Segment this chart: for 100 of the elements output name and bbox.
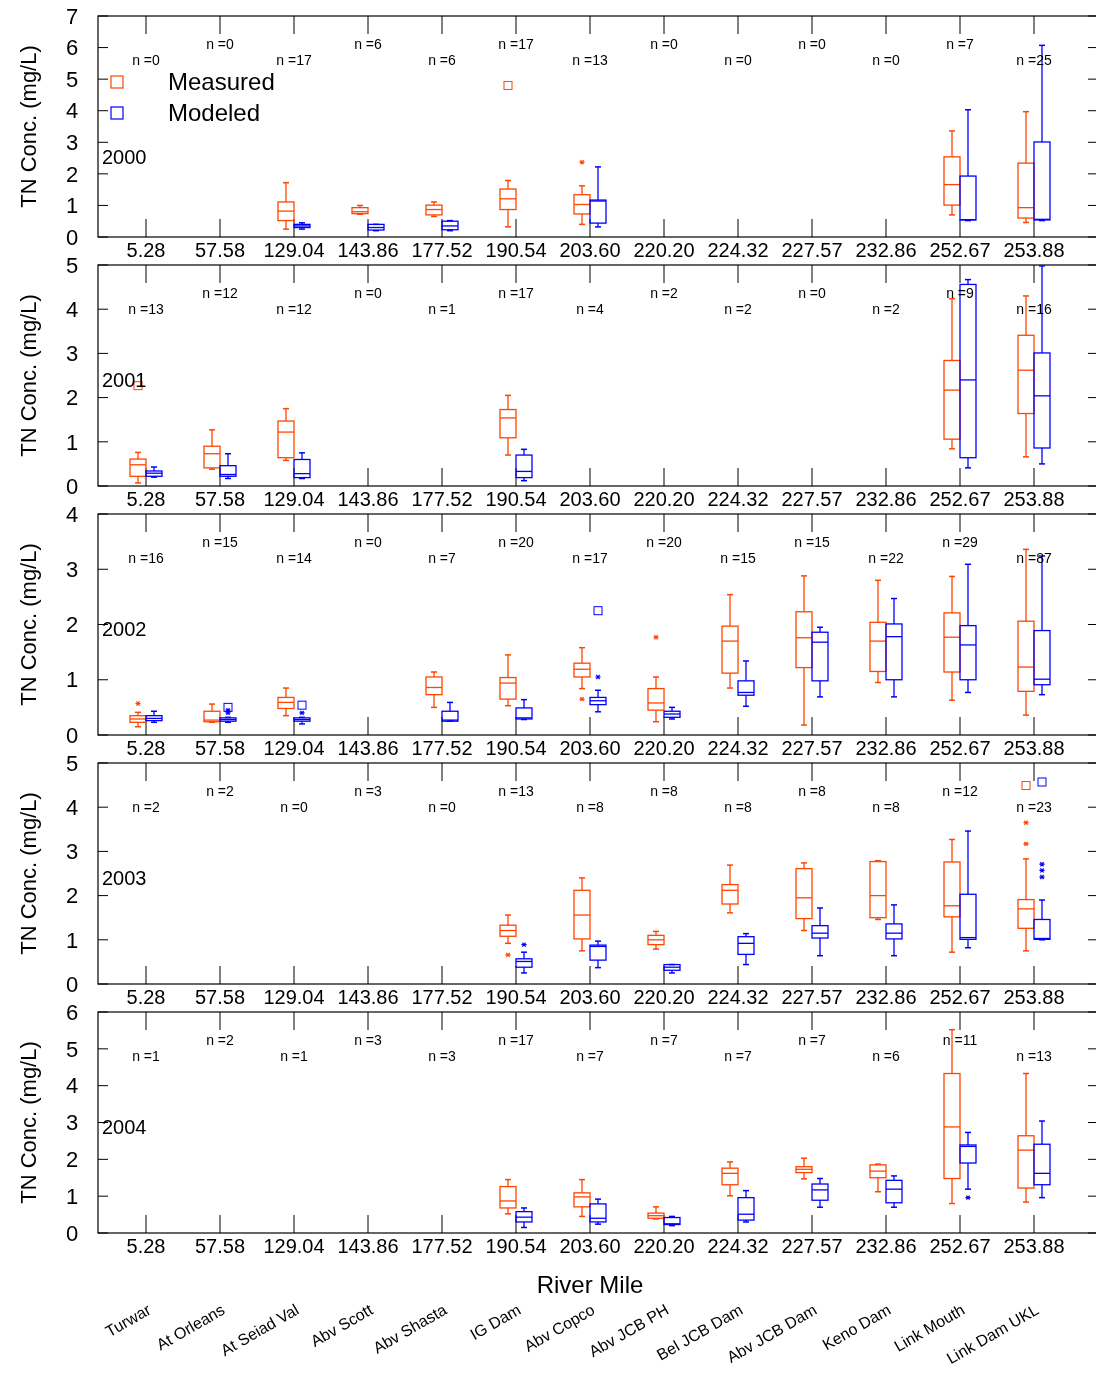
- x-tick-label: 224.32: [707, 239, 769, 261]
- annotation: n =17: [498, 35, 534, 52]
- y-tick-label: 0: [65, 224, 79, 250]
- x-tick-label: 224.32: [707, 488, 769, 510]
- x-tick-label: 227.57: [781, 239, 843, 261]
- x-tick-label: 177.52: [411, 737, 473, 759]
- y-tick-label: 4: [65, 1073, 79, 1099]
- annotation: n =8: [576, 798, 605, 815]
- annotation: n =11: [942, 1031, 978, 1048]
- annotation: n =6: [872, 1047, 901, 1064]
- x-tick-label: 177.52: [411, 488, 473, 510]
- x-tick-label: 129.04: [263, 239, 325, 261]
- x-tick-label: 220.20: [633, 737, 695, 759]
- annotation: n =1: [428, 300, 457, 317]
- x-tick-label: 227.57: [781, 488, 843, 510]
- y-tick-label: 7: [65, 3, 79, 29]
- annotation: n =13: [1016, 1047, 1052, 1064]
- x-tick-label: 5.28: [126, 488, 166, 510]
- y-tick-label: 2: [65, 612, 79, 638]
- x-tick-label: 252.67: [929, 1235, 991, 1257]
- x-tick-label: 253.88: [1003, 986, 1065, 1008]
- annotation: n =20: [498, 533, 534, 550]
- annotation: n =17: [498, 1031, 534, 1048]
- x-tick-label: 220.20: [633, 1235, 695, 1257]
- y-tick-label: 2: [65, 1147, 79, 1173]
- y-axis-title: TN Conc. (mg/L): [16, 45, 41, 208]
- x-tick-label: 232.86: [855, 986, 917, 1008]
- x-tick-label: 224.32: [707, 1235, 769, 1257]
- x-tick-label: 203.60: [559, 986, 621, 1008]
- annotation: n =15: [202, 533, 238, 550]
- text: Abv Scott: [307, 1300, 376, 1350]
- x-tick-label: 57.58: [194, 239, 246, 261]
- x-tick-label: 220.20: [633, 986, 695, 1008]
- x-tick-label: 129.04: [263, 1235, 325, 1257]
- y-tick-label: 5: [65, 66, 79, 92]
- annotation: n =1: [132, 1047, 161, 1064]
- y-tick-label: 4: [65, 501, 79, 527]
- x-tick-label: 203.60: [559, 239, 621, 261]
- legend-label: Modeled: [168, 99, 261, 127]
- annotation: 2000: [102, 146, 147, 169]
- annotation: n =17: [276, 51, 312, 68]
- x-tick-label: 57.58: [194, 986, 246, 1008]
- annotation: n =0: [798, 284, 827, 301]
- annotation: n =3: [354, 1031, 383, 1048]
- annotation: n =13: [572, 51, 608, 68]
- x-tick-label: 143.86: [337, 239, 399, 261]
- x-tick-label: 220.20: [633, 488, 695, 510]
- annotation: n =8: [724, 798, 753, 815]
- x-tick-label: 57.58: [194, 737, 246, 759]
- x-tick-label: 177.52: [411, 239, 473, 261]
- y-tick-label: 1: [65, 429, 79, 455]
- annotation: n =6: [354, 35, 383, 52]
- annotation: n =23: [1016, 798, 1052, 815]
- x-tick-label: 224.32: [707, 737, 769, 759]
- annotation: n =29: [942, 533, 978, 550]
- annotation: n =17: [498, 284, 534, 301]
- annotation: n =7: [428, 549, 457, 566]
- annotation: n =2: [650, 284, 679, 301]
- annotation: n =0: [132, 51, 161, 68]
- x-tick-label: 143.86: [337, 1235, 399, 1257]
- y-tick-label: 3: [65, 1110, 79, 1136]
- x-tick-label: 177.52: [411, 1235, 473, 1257]
- y-tick-label: 2: [65, 385, 79, 411]
- x-tick-label: 190.54: [485, 1235, 547, 1257]
- y-axis-title: TN Conc. (mg/L): [16, 294, 41, 457]
- x-tick-label: 143.86: [337, 737, 399, 759]
- y-tick-label: 0: [65, 1220, 79, 1246]
- y-tick-label: 0: [65, 971, 79, 997]
- y-tick-label: 1: [65, 667, 79, 693]
- x-tick-label: 253.88: [1003, 488, 1065, 510]
- annotation: n =15: [794, 533, 830, 550]
- annotation: n =1: [280, 1047, 309, 1064]
- x-tick-label: 129.04: [263, 737, 325, 759]
- annotation: 2001: [102, 368, 147, 391]
- x-tick-label: 129.04: [263, 488, 325, 510]
- annotation: n =7: [798, 1031, 827, 1048]
- annotation: n =8: [798, 782, 827, 799]
- annotation: n =7: [576, 1047, 605, 1064]
- y-axis-title: TN Conc. (mg/L): [16, 792, 41, 955]
- x-tick-label: 177.52: [411, 986, 473, 1008]
- x-tick-label: 252.67: [929, 737, 991, 759]
- x-tick-label: 252.67: [929, 986, 991, 1008]
- x-tick-label: 227.57: [781, 986, 843, 1008]
- annotation: n =2: [206, 1031, 235, 1048]
- x-tick-label: 253.88: [1003, 239, 1065, 261]
- x-tick-label: 232.86: [855, 737, 917, 759]
- y-tick-label: 2: [65, 883, 79, 909]
- annotation: n =17: [572, 549, 608, 566]
- x-tick-label: 143.86: [337, 986, 399, 1008]
- annotation: n =0: [724, 51, 753, 68]
- text: Keno Dam: [819, 1300, 894, 1354]
- x-tick-label: 203.60: [559, 1235, 621, 1257]
- x-tick-label: 190.54: [485, 986, 547, 1008]
- annotation: n =12: [276, 300, 312, 317]
- x-tick-label: 232.86: [855, 1235, 917, 1257]
- x-tick-label: 5.28: [126, 239, 166, 261]
- x-tick-label: 57.58: [194, 1235, 246, 1257]
- annotation: n =3: [428, 1047, 457, 1064]
- annotation: n =22: [868, 549, 904, 566]
- y-tick-label: 5: [65, 252, 79, 278]
